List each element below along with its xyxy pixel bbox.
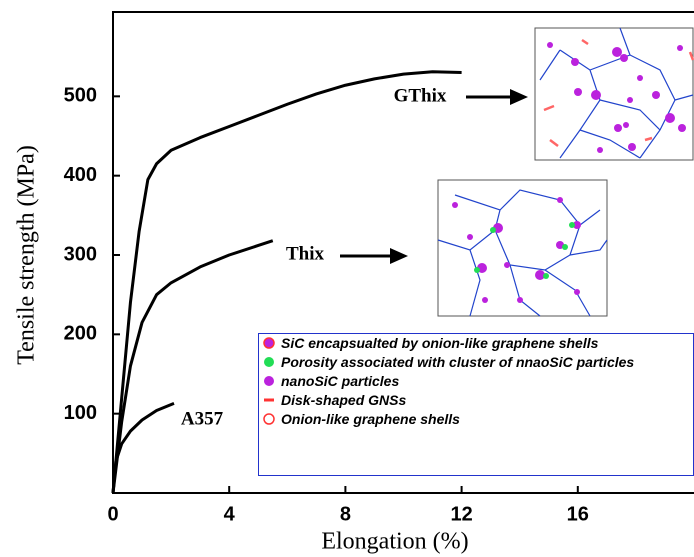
legend-item: Onion-like graphene shells <box>263 413 689 426</box>
legend-label: Porosity associated with cluster of nnao… <box>281 356 634 369</box>
microstructure-insets <box>438 28 693 316</box>
y-tick-label: 300 <box>64 243 97 265</box>
legend-item: Porosity associated with cluster of nnao… <box>263 356 689 369</box>
legend: SiC encapsualted by onion-like graphene … <box>258 333 694 476</box>
y-axis-title: Tensile strength (MPa) <box>14 145 40 365</box>
arrow-head <box>390 248 408 264</box>
y-tick-label: 400 <box>64 164 97 186</box>
legend-marker <box>263 394 277 406</box>
curve <box>113 241 273 493</box>
legend-item: Disk-shaped GNSs <box>263 394 689 407</box>
legend-label: SiC encapsualted by onion-like graphene … <box>281 337 598 350</box>
y-tick-label: 100 <box>64 402 97 424</box>
legend-label: nanoSiC particles <box>281 375 399 388</box>
arrow-head <box>510 89 528 105</box>
legend-marker <box>263 413 277 425</box>
x-tick-label: 0 <box>107 503 118 525</box>
curve-label: GThix <box>394 85 447 106</box>
page: {"chart_data": {"type": "line", "xlabel"… <box>0 0 694 557</box>
legend-marker <box>263 337 277 349</box>
legend-marker <box>263 375 277 387</box>
x-tick-label: 12 <box>450 503 472 525</box>
legend-item: SiC encapsualted by onion-like graphene … <box>263 337 689 350</box>
y-tick-label: 200 <box>64 323 97 345</box>
x-tick-label: 16 <box>567 503 589 525</box>
legend-label: Disk-shaped GNSs <box>281 394 406 407</box>
curve-label: A357 <box>181 408 224 429</box>
legend-label: Onion-like graphene shells <box>281 413 460 426</box>
curve-label: Thix <box>286 243 325 264</box>
y-tick-label: 500 <box>64 85 97 107</box>
x-tick-label: 8 <box>340 503 351 525</box>
gthix-inset <box>535 28 693 160</box>
x-tick-label: 4 <box>224 503 236 525</box>
legend-item: nanoSiC particles <box>263 375 689 388</box>
legend-marker <box>263 356 277 368</box>
x-axis-title: Elongation (%) <box>321 529 468 555</box>
